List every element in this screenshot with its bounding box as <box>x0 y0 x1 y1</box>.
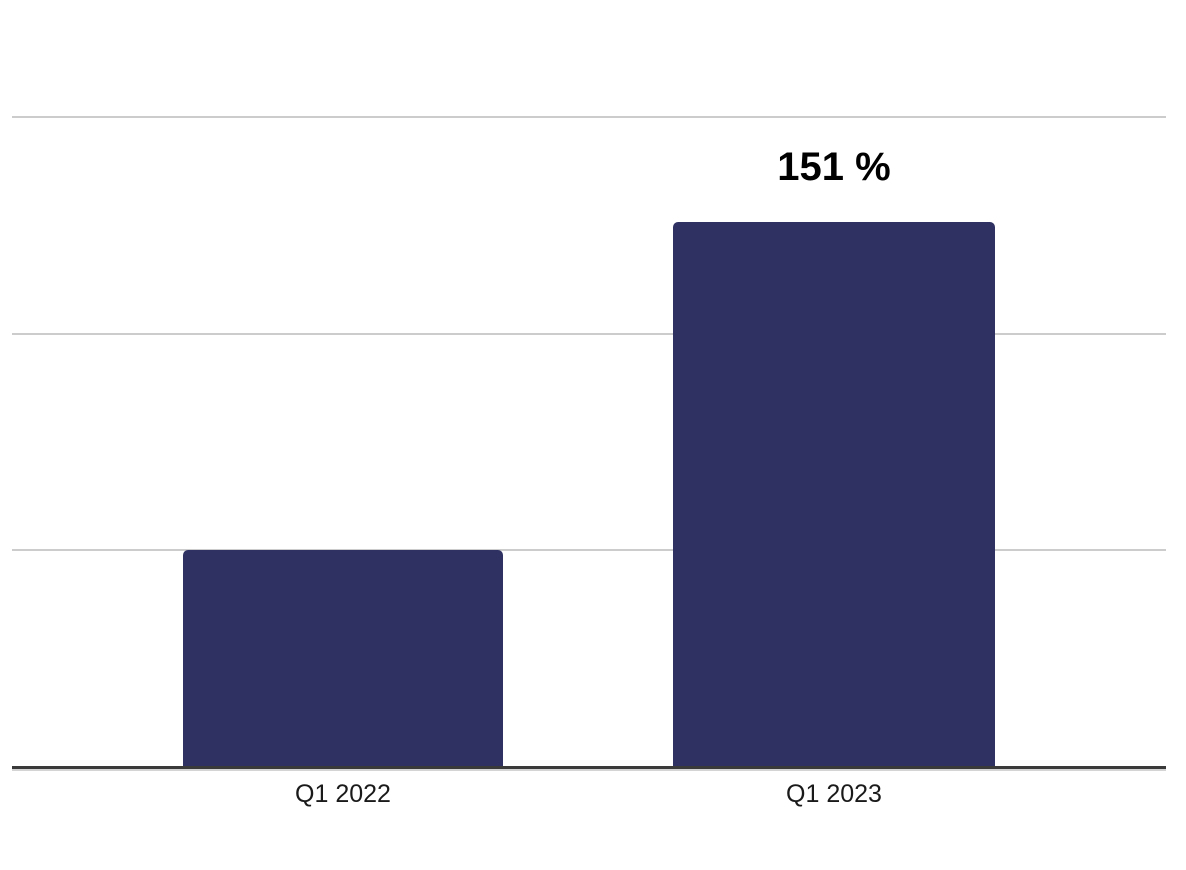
x-axis-label-q1-2022: Q1 2022 <box>295 780 391 808</box>
x-axis-shadow-line <box>12 769 1166 771</box>
bar-q1-2023 <box>673 222 995 766</box>
gridline <box>12 116 1166 119</box>
gridline <box>12 332 1166 335</box>
bar-q1-2022 <box>183 550 503 766</box>
bar-value-label: 151 % <box>777 145 891 189</box>
gridline <box>12 548 1166 551</box>
plot-area: 151 % Q1 2022 Q1 2023 <box>12 112 1166 807</box>
x-axis-label-q1-2023: Q1 2023 <box>786 780 882 808</box>
